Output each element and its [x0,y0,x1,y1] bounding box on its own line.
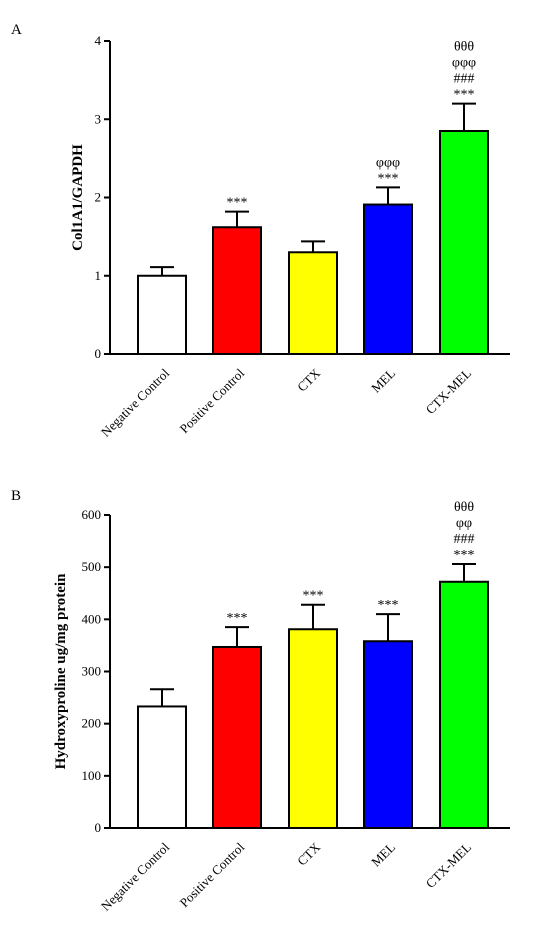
y-tick-label: 1 [95,268,102,283]
x-category-label: Positive Control [176,365,247,436]
significance-label: φφφ [452,56,476,71]
bar [363,203,413,355]
bar [137,274,187,355]
x-category-label: CTX [294,839,323,868]
bar [137,705,187,829]
x-category-label: Negative Control [98,839,172,913]
x-category-label: CTX-MEL [423,365,474,416]
bar [439,129,489,355]
x-category-label: CTX-MEL [423,839,474,890]
significance-label: *** [454,548,475,563]
bar [212,645,262,830]
significance-label: θθθ [454,500,474,515]
y-tick-label: 200 [82,716,102,731]
significance-label: ### [454,532,475,547]
bar [288,628,338,829]
y-tick-label: 400 [82,611,102,626]
y-tick-label: 500 [82,559,102,574]
significance-label: *** [454,88,475,103]
significance-label: θθθ [454,40,474,55]
significance-label: *** [378,171,399,186]
x-category-label: MEL [368,839,398,869]
x-category-label: CTX [294,365,323,394]
panel-letter-a: A [11,22,22,38]
bar [288,251,338,355]
significance-label: *** [227,611,248,626]
y-tick-label: 4 [95,33,102,48]
x-category-label: MEL [368,365,398,395]
significance-label: *** [378,598,399,613]
y-tick-label: 300 [82,664,102,679]
y-tick-label: 0 [95,820,102,835]
y-tick-label: 600 [82,507,102,522]
significance-label: *** [227,196,248,211]
x-category-label: Positive Control [176,839,247,910]
chart-panel-a: 0 1 2 3 4 Col1A1/GAPDH Negative Control Positiv… [70,33,510,440]
bar [363,640,413,830]
y-tick-label: 100 [82,768,102,783]
y-axis-title: Hydroxyproline ug/mg protein [53,573,69,770]
significance-label: φφφ [376,155,400,170]
panel-letter-b: B [11,488,21,504]
y-tick-label: 0 [95,346,102,361]
significance-label: ### [454,72,475,87]
bar [212,226,262,355]
y-tick-label: 3 [95,111,102,126]
chart-panel-b: 0 100 200 300 400 500 600 Hydroxyproline ug/mg … [53,500,510,914]
y-axis-title: Col1A1/GAPDH [70,144,86,251]
x-category-label: Negative Control [98,365,172,439]
bar [439,580,489,829]
significance-label: φφ [456,516,472,531]
y-tick-label: 2 [95,190,102,205]
significance-label: *** [303,589,324,604]
